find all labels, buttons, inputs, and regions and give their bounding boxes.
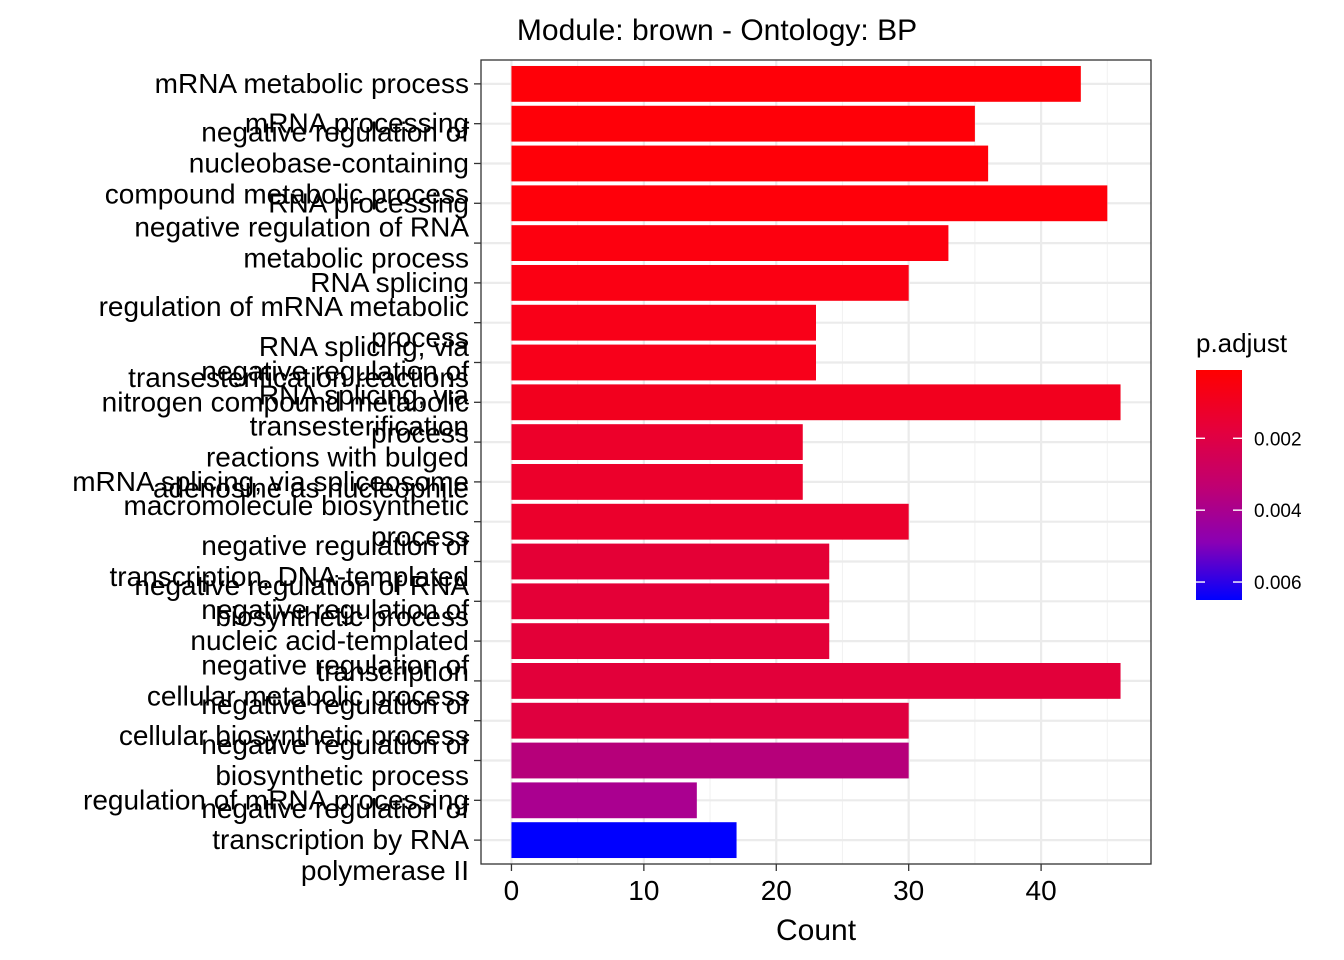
- category-label: cellular metabolic process: [147, 680, 469, 711]
- category-label: adenosine as nucleophile: [153, 473, 469, 504]
- bar: [511, 105, 975, 142]
- bar: [511, 463, 803, 500]
- x-tick-label: 10: [628, 875, 659, 906]
- bar: [511, 185, 1108, 222]
- category-label: negative regulation of: [201, 649, 469, 680]
- bar: [511, 742, 909, 779]
- bar: [511, 145, 989, 182]
- category-label: RNA processing: [268, 187, 469, 218]
- legend: p.adjust 0.002 0.004 0.006: [1196, 328, 1302, 600]
- bar: [511, 663, 1121, 699]
- bar: [511, 782, 697, 819]
- bar: [511, 264, 909, 301]
- category-label: negative regulation of: [201, 729, 469, 760]
- category-label: nitrogen compound metabolic: [102, 386, 469, 417]
- bar: [511, 344, 816, 381]
- category-label: transcription by RNA: [212, 824, 469, 855]
- bar: [511, 384, 1121, 421]
- category-label: negative regulation of RNA: [134, 570, 469, 601]
- category-label: negative regulation of: [201, 530, 469, 561]
- category-label: transcription, DNA-templated: [110, 561, 469, 592]
- bar: [511, 822, 737, 859]
- category-label: mRNA processing: [245, 108, 469, 139]
- x-tick-label: 0: [504, 875, 520, 906]
- category-label: reactions with bulged: [206, 442, 469, 473]
- category-label: macromolecule biosynthetic: [124, 490, 470, 521]
- category-label: negative regulation of: [201, 116, 469, 147]
- legend-ticks: 0.002 0.004 0.006: [1196, 429, 1302, 594]
- category-label: negative regulation of: [201, 355, 469, 386]
- category-label: transcription: [316, 656, 469, 687]
- category-label: process: [371, 322, 469, 353]
- legend-tick-label: 0.004: [1254, 501, 1302, 522]
- category-label: mRNA metabolic process: [155, 68, 469, 99]
- category-label: metabolic process: [243, 243, 469, 274]
- x-axis-title: Count: [776, 914, 857, 947]
- bar: [511, 702, 909, 739]
- x-axis: 0 10 20 30 40: [504, 864, 1057, 906]
- chart-title: Module: brown - Ontology: BP: [517, 14, 917, 47]
- legend-title: p.adjust: [1196, 328, 1288, 358]
- plot-border: [480, 59, 1152, 865]
- bar: [511, 543, 830, 580]
- category-label: nucleobase-containing: [189, 147, 469, 178]
- category-label: negative regulation of: [201, 793, 469, 824]
- legend-tick-label: 0.006: [1254, 573, 1302, 594]
- category-label: RNA splicing, via: [259, 331, 470, 362]
- category-label: biosynthetic process: [215, 760, 469, 791]
- x-tick-label: 40: [1026, 875, 1057, 906]
- category-label: transesterification: [250, 411, 469, 442]
- bar: [511, 583, 830, 620]
- category-label: regulation of mRNA processing: [83, 784, 469, 815]
- category-label: polymerase II: [301, 855, 469, 886]
- category-label: RNA splicing: [310, 267, 469, 298]
- category-label: mRNA splicing, via spliceosome: [72, 466, 469, 497]
- category-label: negative regulation of: [201, 689, 469, 720]
- bar: [511, 225, 949, 261]
- category-label: RNA splicing, via: [259, 380, 470, 411]
- bar: [511, 304, 816, 341]
- x-tick-label: 20: [761, 875, 792, 906]
- x-tick-label: 30: [893, 875, 924, 906]
- bars: [511, 65, 1121, 859]
- legend-tick-label: 0.002: [1254, 429, 1302, 450]
- category-label: cellular biosynthetic process: [119, 720, 469, 751]
- category-label: biosynthetic process: [215, 601, 469, 632]
- bar: [511, 424, 803, 461]
- category-label: nucleic acid-templated: [190, 625, 469, 656]
- category-label: process: [371, 521, 469, 552]
- category-label: negative regulation of RNA: [134, 212, 469, 243]
- category-label: negative regulation of: [201, 594, 469, 625]
- bar: [511, 623, 830, 660]
- category-label: process: [371, 417, 469, 448]
- bar: [511, 65, 1081, 102]
- category-label: compound metabolic process: [105, 178, 469, 209]
- legend-colorbar: [1196, 370, 1242, 600]
- category-label: transesterification reactions: [128, 362, 469, 393]
- category-label: regulation of mRNA metabolic: [99, 291, 469, 322]
- bar: [511, 503, 909, 540]
